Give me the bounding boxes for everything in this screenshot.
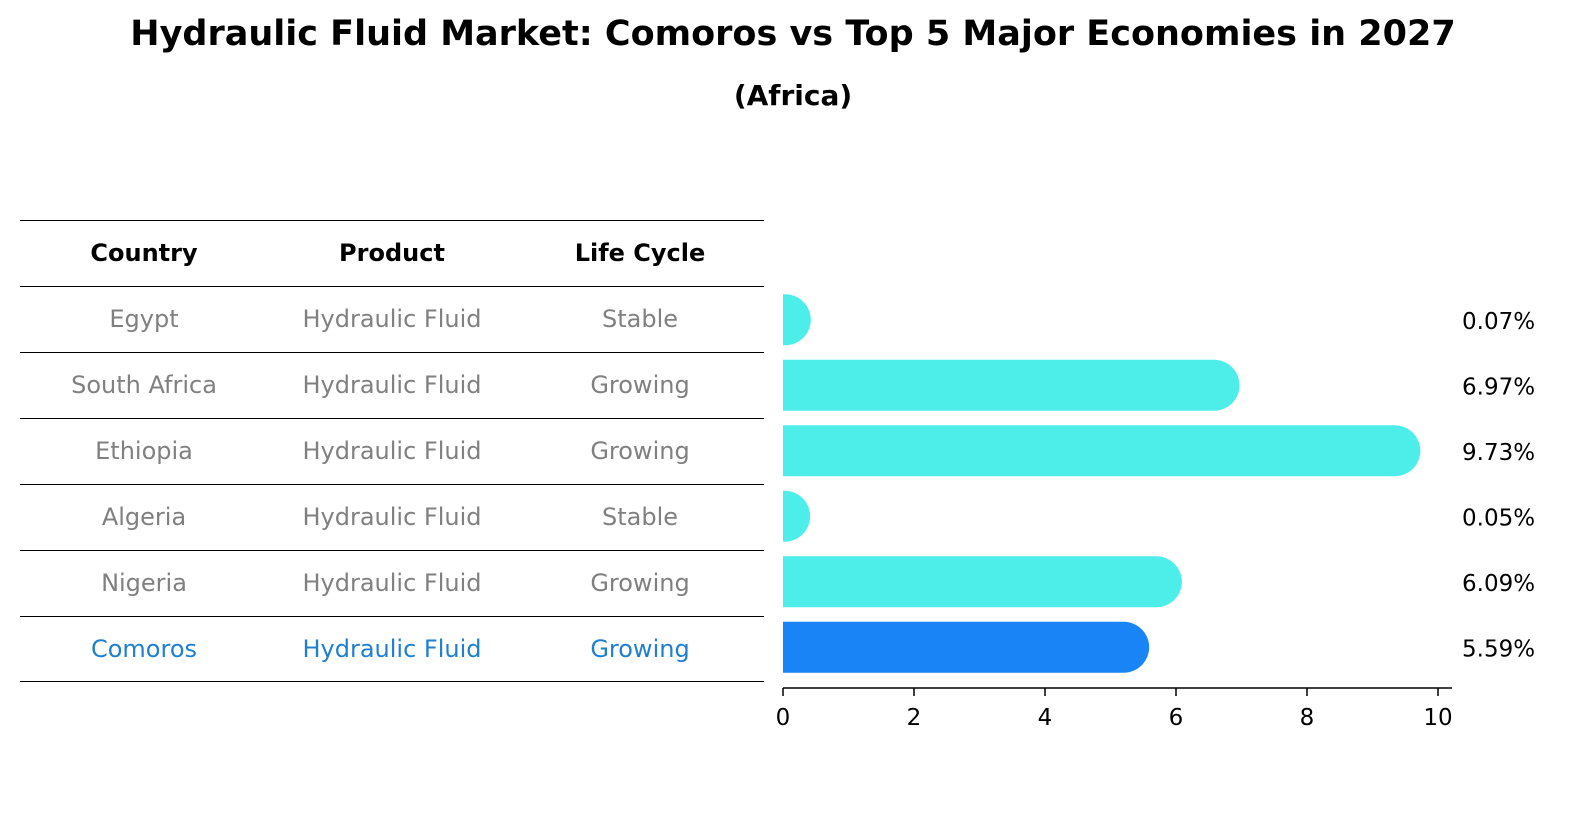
cell-life-cycle: Stable	[601, 305, 679, 333]
header-country: Country	[90, 239, 198, 267]
bar-south-africa	[783, 359, 1240, 411]
table-row: Ethiopia Hydraulic Fluid Growing	[20, 418, 764, 484]
cell-product: Hydraulic Fluid	[302, 503, 482, 531]
x-tick-label: 8	[1300, 705, 1315, 731]
cell-life-cycle: Growing	[590, 437, 690, 465]
cell-life-cycle: Growing	[590, 635, 690, 663]
value-label-egypt: 0.07%	[1462, 309, 1535, 335]
cell-product: Hydraulic Fluid	[302, 371, 482, 399]
bar-comoros	[783, 621, 1150, 673]
cell-country: Egypt	[109, 305, 179, 333]
table-row-highlight: Comoros Hydraulic Fluid Growing	[20, 616, 764, 682]
cell-product: Hydraulic Fluid	[302, 305, 482, 333]
cell-country: Nigeria	[101, 569, 187, 597]
cell-country: South Africa	[71, 371, 217, 399]
cell-country: Ethiopia	[95, 437, 193, 465]
table-row: Egypt Hydraulic Fluid Stable	[20, 286, 764, 352]
table-row: Nigeria Hydraulic Fluid Growing	[20, 550, 764, 616]
table-header-row: Country Product Life Cycle	[20, 220, 764, 286]
cell-life-cycle: Growing	[590, 569, 690, 597]
value-label-algeria: 0.05%	[1462, 505, 1535, 531]
cell-life-cycle: Stable	[601, 503, 679, 531]
x-tick-label: 10	[1423, 705, 1452, 731]
value-label-comoros: 5.59%	[1462, 636, 1535, 662]
bar-nigeria	[783, 556, 1182, 608]
value-label-nigeria: 6.09%	[1462, 571, 1535, 597]
cell-country: Algeria	[101, 503, 187, 531]
cell-country: Comoros	[90, 635, 198, 663]
chart-subtitle: (Africa)	[733, 79, 853, 112]
header-product: Product	[339, 239, 445, 267]
value-label-ethiopia: 9.73%	[1462, 440, 1535, 466]
bar-ethiopia	[783, 425, 1421, 477]
value-label-south-africa: 6.97%	[1462, 374, 1535, 400]
x-tick-label: 2	[907, 705, 922, 731]
table-row: Algeria Hydraulic Fluid Stable	[20, 484, 764, 550]
header-life-cycle: Life Cycle	[574, 239, 706, 267]
x-tick-label: 4	[1038, 705, 1053, 731]
table-row: South Africa Hydraulic Fluid Growing	[20, 352, 764, 418]
x-tick-label: 0	[776, 705, 791, 731]
cell-life-cycle: Growing	[590, 371, 690, 399]
cell-product: Hydraulic Fluid	[302, 569, 482, 597]
cell-product: Hydraulic Fluid	[302, 635, 482, 663]
cell-product: Hydraulic Fluid	[302, 437, 482, 465]
chart-title: Hydraulic Fluid Market: Comoros vs Top 5…	[130, 14, 1456, 54]
data-table: Country Product Life Cycle Egypt Hydraul…	[20, 220, 764, 682]
bar-algeria	[783, 490, 811, 542]
x-tick-label: 6	[1169, 705, 1184, 731]
bar-egypt	[783, 294, 811, 346]
